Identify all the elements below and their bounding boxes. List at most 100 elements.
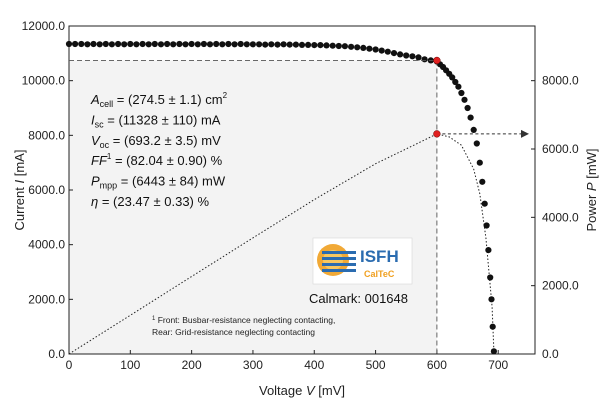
y-tick-label: 4000.0 [28, 238, 65, 252]
x-tick-label: 700 [488, 358, 508, 372]
iv-point [360, 44, 367, 52]
x-tick-label: 600 [427, 358, 447, 372]
y2-axis-title: Power P [mW] [584, 148, 599, 231]
iv-point [476, 159, 483, 166]
iv-point [467, 114, 474, 121]
iv-point [151, 40, 158, 48]
mpp-power-marker [433, 130, 441, 138]
y2-tick-label: 6000.0 [542, 142, 579, 156]
iv-point [335, 42, 342, 50]
parameter-line: Voc = (693.2 ± 3.5) mV [91, 133, 221, 150]
footnote-line-1: 1 Front: Busbar-resistance neglecting co… [152, 315, 335, 325]
iv-point [274, 41, 281, 48]
iv-point [121, 41, 128, 48]
iv-point [231, 41, 238, 48]
iv-point [90, 40, 97, 48]
mpp-rectangle [69, 60, 437, 354]
parameter-line: Acell = (274.5 ± 1.1) cm2 [90, 91, 228, 109]
iv-point [139, 40, 146, 48]
iv-point [268, 41, 275, 48]
iv-point [78, 40, 85, 48]
iv-point [311, 42, 318, 49]
iv-point [415, 54, 422, 61]
iv-point [262, 41, 269, 48]
x-tick-label: 100 [120, 358, 140, 372]
iv-point [292, 41, 299, 48]
iv-point [298, 41, 306, 49]
y-tick-label: 8000.0 [28, 128, 65, 142]
y-axis-title: Current I [mA] [12, 150, 27, 231]
mpp-power-arrow [521, 129, 529, 138]
iv-point [483, 222, 490, 229]
iv-point [390, 50, 398, 57]
iv-point [157, 41, 165, 48]
iv-point [473, 140, 480, 147]
parameter-block: Acell = (274.5 ± 1.1) cm2 Isc = (11328 ± … [90, 91, 228, 209]
iv-point [256, 41, 263, 48]
iv-point [455, 83, 462, 90]
y2-tick-label: 2000.0 [542, 279, 579, 293]
iv-point [366, 45, 373, 52]
iv-point [421, 56, 428, 63]
iv-point [489, 323, 496, 330]
iv-point [133, 41, 140, 48]
x-tick-label: 200 [182, 358, 202, 372]
parameter-line: Pmpp = (6443 ± 84) mW [91, 174, 226, 191]
isfh-caltec-logo: ISFH CalTeC [312, 237, 413, 285]
iv-point [200, 40, 207, 48]
y2-tick-label: 0.0 [542, 347, 559, 361]
logo-caltec-text: CalTeC [364, 269, 395, 279]
iv-point [458, 89, 465, 97]
mpp-layer [69, 56, 529, 354]
y-tick-label: 12000.0 [22, 19, 66, 33]
y2-tick-labels: 0.0 2000.0 4000.0 6000.0 8000.0 [542, 74, 579, 361]
x-tick-label: 0 [66, 358, 73, 372]
iv-point [341, 43, 348, 50]
iv-point [317, 42, 324, 49]
iv-point [176, 40, 183, 48]
iv-point [188, 40, 195, 48]
iv-point [206, 41, 214, 48]
iv-point [249, 41, 256, 48]
y-tick-label: 0.0 [48, 347, 65, 361]
iv-point [487, 274, 494, 281]
iv-point [102, 40, 109, 48]
power-curve-layer [68, 133, 495, 355]
x-axis-title: Voltage V [mV] [259, 383, 345, 398]
iv-point [479, 178, 486, 185]
iv-point [115, 40, 122, 48]
y-tick-label: 10000.0 [22, 74, 66, 88]
parameter-line: η = (23.47 ± 0.33) % [91, 194, 209, 209]
y-tick-labels: 0.0 2000.0 4000.0 6000.0 8000.0 10000.0 12000.… [22, 19, 66, 361]
iv-point [461, 96, 468, 103]
iv-point [490, 348, 497, 355]
iv-point [378, 47, 385, 54]
iv-point [329, 42, 336, 49]
iv-point [384, 48, 391, 55]
iv-point [354, 44, 361, 51]
iv-point [243, 41, 250, 48]
iv-point [225, 40, 232, 48]
iv-point [219, 41, 226, 48]
iv-point [213, 40, 220, 48]
footnote-line-2: Rear: Grid-resistance neglecting contact… [152, 327, 315, 337]
mpp-rectangle-layer [69, 60, 437, 354]
iv-point [280, 41, 287, 48]
iv-point [485, 247, 492, 254]
iv-point [194, 41, 201, 48]
x-tick-label: 300 [243, 358, 263, 372]
iv-point [65, 40, 73, 48]
mpp-current-marker [433, 56, 441, 65]
iv-point [409, 53, 416, 60]
iv-point [305, 41, 312, 49]
iv-point [397, 51, 404, 58]
iv-point [488, 296, 495, 303]
iv-point [323, 42, 330, 49]
y-tick-label: 2000.0 [28, 292, 65, 306]
iv-point [145, 41, 152, 48]
iv-point [452, 78, 459, 86]
iv-point [403, 52, 410, 59]
y2-tick-label: 4000.0 [542, 210, 579, 224]
iv-point [449, 74, 456, 81]
